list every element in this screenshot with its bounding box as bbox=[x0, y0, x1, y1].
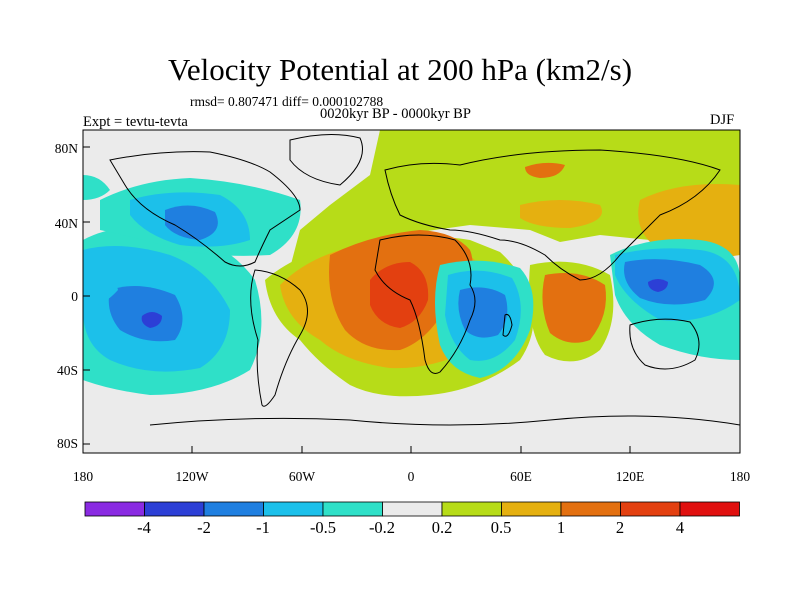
coast-north-america bbox=[109, 151, 301, 267]
colorbar-label: -0.2 bbox=[368, 518, 396, 537]
colorbar-box bbox=[560, 501, 621, 517]
lon-tick-0: 0 bbox=[407, 469, 415, 484]
coast-australia bbox=[629, 318, 700, 370]
contour-pos05-ne bbox=[638, 184, 740, 258]
lon-tick-180e: 180 bbox=[729, 469, 751, 484]
colorbar-label: -4 bbox=[137, 518, 151, 537]
colorbar-box bbox=[620, 501, 681, 517]
contour-neg2-pacific bbox=[108, 286, 183, 342]
colorbar-box bbox=[263, 501, 324, 517]
contour-pos1-small bbox=[525, 162, 565, 178]
coast-africa bbox=[374, 234, 476, 374]
contour-neg1-far-west bbox=[83, 250, 118, 306]
colorbar-box bbox=[501, 501, 562, 517]
lon-tick-120w: 120W bbox=[175, 469, 209, 484]
lat-tick-0: 0 bbox=[71, 289, 78, 304]
colorbar-label: 2 bbox=[615, 518, 625, 537]
lat-tick-80s: 80S bbox=[56, 436, 78, 451]
contour-neg2-africa bbox=[458, 287, 508, 338]
axis-ticks bbox=[83, 146, 631, 453]
contour-neg4-pacific bbox=[141, 312, 162, 328]
contour-field bbox=[83, 130, 740, 453]
contour-pos1-ind bbox=[542, 272, 606, 343]
lon-tick-60e: 60E bbox=[510, 469, 532, 484]
map-title: Velocity Potential at 200 hPa (km2/s) bbox=[167, 52, 633, 87]
contour-pos05-nea bbox=[520, 200, 602, 228]
colorbar bbox=[84, 501, 740, 517]
colorbar-box bbox=[203, 501, 264, 517]
lon-tick-60w: 60W bbox=[288, 469, 316, 484]
colorbar-box bbox=[322, 501, 383, 517]
colorbar-label: 1 bbox=[556, 518, 566, 537]
lon-tick-180w: 180 bbox=[72, 469, 94, 484]
lon-tick-120e: 120E bbox=[615, 469, 645, 484]
rmsd-diff-stats: rmsd= 0.807471 diff= 0.000102788 bbox=[190, 94, 384, 109]
contour-neg05-north-west bbox=[83, 175, 110, 200]
contour-neg4-wp bbox=[648, 279, 668, 292]
colorbar-label: -1 bbox=[256, 518, 270, 537]
season-label: DJF bbox=[710, 112, 735, 128]
coast-madagascar bbox=[502, 314, 513, 337]
colorbar-box bbox=[679, 501, 740, 517]
coast-south-america bbox=[250, 269, 308, 407]
coast-eurasia bbox=[384, 149, 721, 281]
period-subtitle: 0020kyr BP - 0000kyr BP bbox=[320, 106, 471, 122]
colorbar-box bbox=[84, 501, 145, 517]
contour-neg2-wp bbox=[624, 259, 714, 305]
coast-greenland bbox=[289, 133, 363, 186]
coast-antarctica bbox=[149, 415, 740, 426]
lat-tick-80n: 80N bbox=[54, 141, 78, 156]
lat-tick-40n: 40N bbox=[54, 216, 78, 231]
experiment-label: Expt = tevtu-tevta bbox=[83, 114, 188, 130]
colorbar-label: -0.5 bbox=[309, 518, 337, 537]
colorbar-label: -2 bbox=[197, 518, 211, 537]
colorbar-box bbox=[144, 501, 205, 517]
coastlines bbox=[109, 133, 740, 426]
colorbar-label: 0.5 bbox=[490, 518, 512, 537]
colorbar-label: 4 bbox=[675, 518, 685, 537]
lat-tick-40s: 40S bbox=[56, 363, 78, 378]
colorbar-box bbox=[382, 501, 443, 517]
contour-neg2-na bbox=[165, 205, 218, 240]
colorbar-box bbox=[441, 501, 502, 517]
colorbar-label: 0.2 bbox=[431, 518, 453, 537]
